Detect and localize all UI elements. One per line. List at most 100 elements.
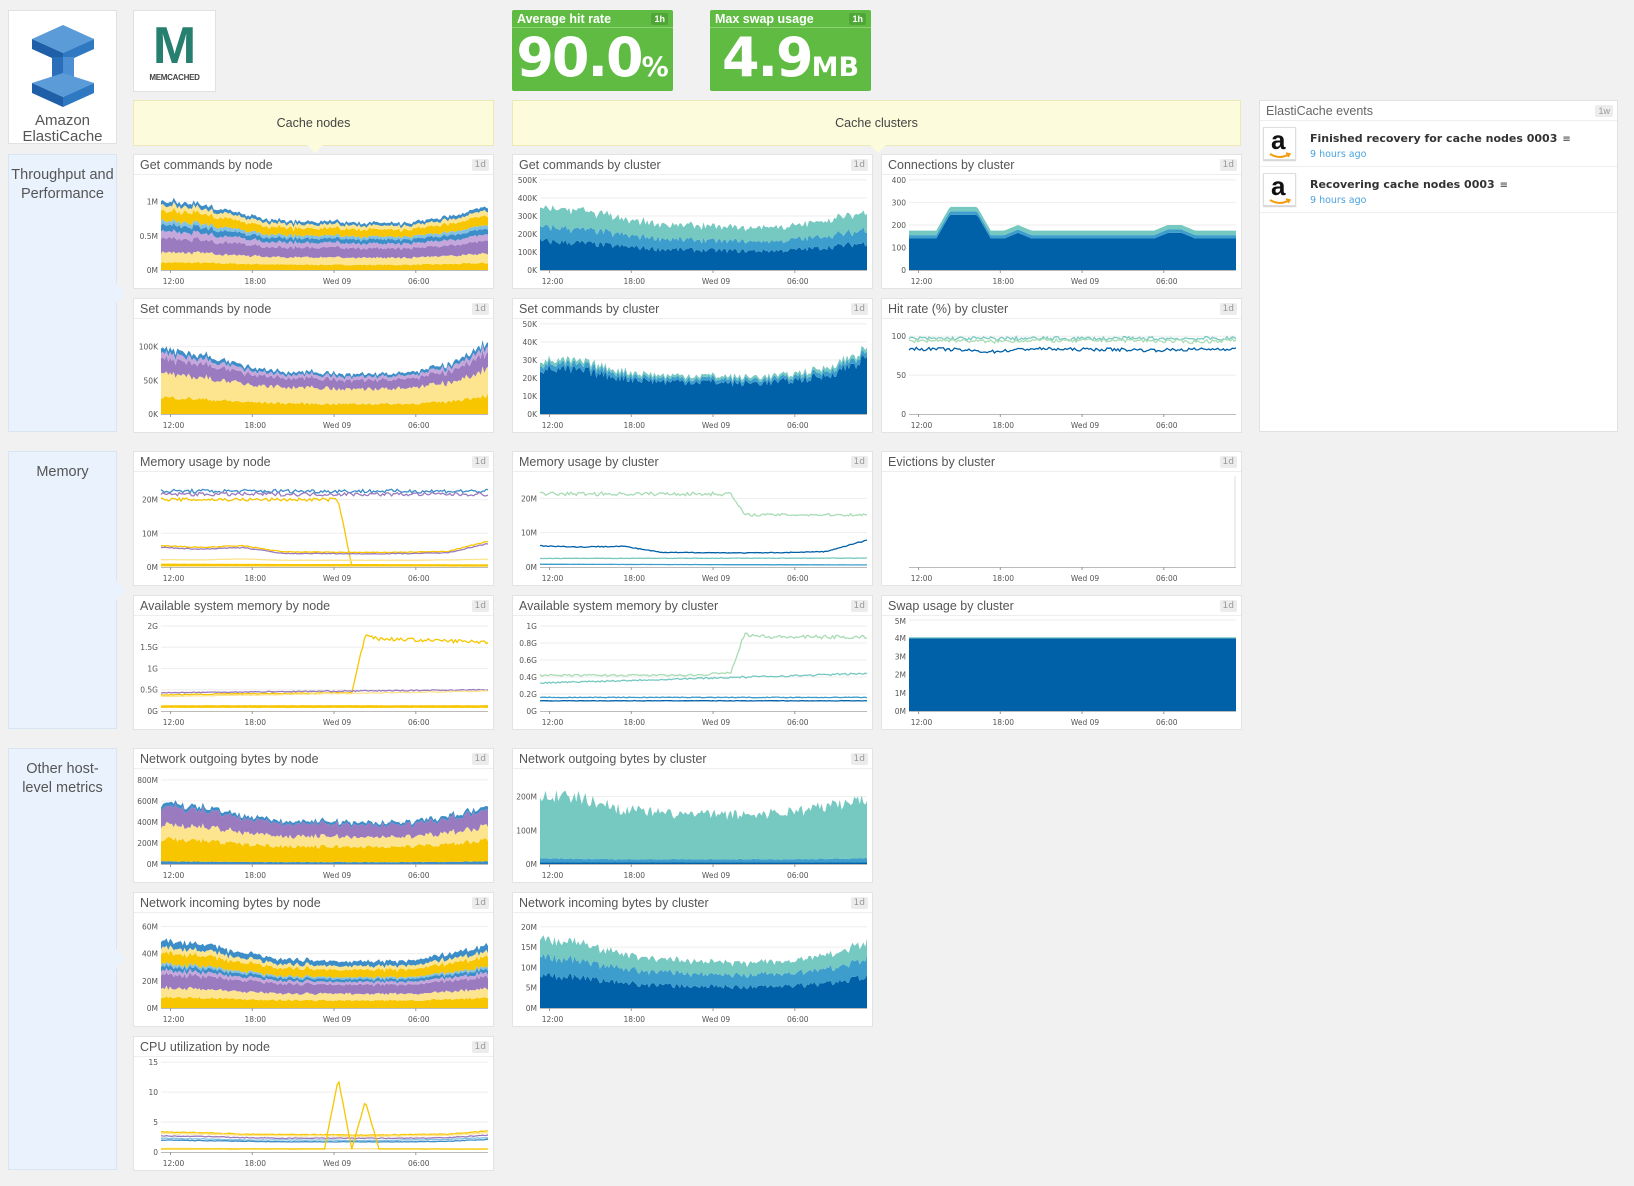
- x-tick-label: 18:00: [623, 574, 645, 583]
- timeframe-badge: 1h: [849, 12, 866, 25]
- timeframe-badge[interactable]: 1d: [850, 896, 868, 909]
- timeframe-badge[interactable]: 1d: [1219, 599, 1237, 612]
- timeframe-badge[interactable]: 1d: [1219, 158, 1237, 171]
- timeframe-badge[interactable]: 1d: [471, 1040, 489, 1053]
- chart-title: Hit rate (%) by cluster: [888, 301, 1009, 316]
- section-throughput-performance: Throughput and Performance: [8, 154, 126, 432]
- set-commands-by-cluster-widget[interactable]: Set commands by cluster 1d 0K 10K 20K 30K 40K 5…: [512, 298, 873, 433]
- y-tick-label: 15: [148, 1058, 158, 1067]
- network-outgoing-by-cluster-widget[interactable]: Network outgoing bytes by cluster 1d 0M 100…: [512, 748, 873, 883]
- area-series-2: [161, 821, 488, 849]
- elasticache-logo-text: Amazon ElastiCache: [22, 112, 103, 145]
- x-tick-label: 06:00: [1156, 277, 1178, 286]
- x-tick-label: Wed 09: [1071, 277, 1100, 286]
- x-tick-label: 18:00: [992, 421, 1014, 430]
- x-tick-label: 12:00: [163, 421, 185, 430]
- x-tick-label: Wed 09: [1071, 421, 1100, 430]
- memory-usage-by-node-widget[interactable]: Memory usage by node 1d 0M 10M 20M 12:00 18:00…: [133, 451, 494, 586]
- area-series-8: [161, 197, 488, 229]
- timeframe-badge[interactable]: 1d: [471, 302, 489, 315]
- line-series-1: [540, 539, 868, 554]
- y-tick-label: 20M: [521, 494, 537, 503]
- note-pointer: [307, 145, 323, 153]
- chart-title: Network outgoing bytes by node: [140, 751, 319, 766]
- section-label: Memory: [36, 464, 89, 480]
- more-icon[interactable]: ≡: [1562, 134, 1571, 145]
- y-tick-label: 0G: [147, 707, 158, 716]
- timeframe-badge[interactable]: 1d: [850, 599, 868, 612]
- line-series-2: [160, 497, 488, 567]
- chart-title: Get commands by cluster: [519, 157, 661, 172]
- event-time: 9 hours ago: [1310, 149, 1367, 160]
- get-commands-by-cluster-widget[interactable]: Get commands by cluster 1d 0K 100K 200K 300K 4…: [512, 154, 873, 289]
- more-icon[interactable]: ≡: [1499, 180, 1509, 191]
- chart-title: CPU utilization by node: [140, 1039, 270, 1054]
- chart-plot: 0G 0.2G 0.4G 0.6G 0.8G 1G 12:00 18:00 Wed 09 06:0…: [519, 622, 868, 727]
- x-tick-label: 18:00: [244, 718, 266, 727]
- section-pointer: [116, 283, 126, 303]
- event-title[interactable]: Recovering cache nodes 0003: [1310, 178, 1495, 191]
- swap-usage-by-cluster-widget[interactable]: Swap usage by cluster 1d 0M 1M 2M 3M 4M 5M 12:00…: [881, 595, 1242, 730]
- hit-rate-by-cluster-widget[interactable]: Hit rate (%) by cluster 1d 0 50 100 12:00 18:0…: [881, 298, 1242, 433]
- network-incoming-by-cluster-widget[interactable]: Network incoming bytes by cluster 1d 0M 5M 1…: [512, 892, 873, 1027]
- widget-header: Available system memory by cluster 1d: [513, 596, 872, 616]
- event-item[interactable]: a Finished recovery for cache nodes 0003…: [1260, 121, 1617, 167]
- connections-by-cluster-widget[interactable]: Connections by cluster 1d 0 100 200 300 400 12:…: [881, 154, 1242, 289]
- network-outgoing-by-node-widget[interactable]: Network outgoing bytes by node 1d 0M 200M 40…: [133, 748, 494, 883]
- widget-header: Get commands by node 1d: [134, 155, 493, 175]
- chart-plot: 0M 1M 2M 3M 4M 5M 12:00 18:00 Wed 09 06:00: [895, 617, 1236, 727]
- get-commands-by-node-widget[interactable]: Get commands by node 1d 0M 0.5M 1M 12:00 18:00…: [133, 154, 494, 289]
- average-hit-rate-widget[interactable]: Average hit rate 1h 90.0%: [512, 10, 673, 91]
- timeframe-badge[interactable]: 1d: [471, 896, 489, 909]
- line-series-0: [160, 634, 489, 696]
- set-commands-by-node-widget[interactable]: Set commands by node 1d 0K 50K 100K 12:00 18:0…: [133, 298, 494, 433]
- memory-usage-by-cluster-widget[interactable]: Memory usage by cluster 1d 0M 10M 20M 12:00 18…: [512, 451, 873, 586]
- note-pointer: [870, 145, 886, 153]
- timeframe-badge[interactable]: 1d: [850, 158, 868, 171]
- available-memory-by-cluster-widget[interactable]: Available system memory by cluster 1d 0G 0.…: [512, 595, 873, 730]
- timeframe-badge[interactable]: 1d: [850, 302, 868, 315]
- line-series-0: [160, 488, 489, 495]
- y-tick-label: 1M: [895, 689, 906, 698]
- available-memory-by-node-widget[interactable]: Available system memory by node 1d 0G 0.5G 1…: [133, 595, 494, 730]
- line-series-4: [160, 543, 489, 555]
- timeframe-badge[interactable]: 1d: [1219, 302, 1237, 315]
- value-unit: MB: [811, 52, 860, 83]
- chart-plot: 0 100 200 300 400 12:00 18:00 Wed 09 06:00: [892, 176, 1236, 286]
- y-tick-label: 5M: [895, 617, 906, 626]
- area-series-1: [161, 837, 488, 863]
- y-tick-label: 100M: [516, 826, 537, 835]
- x-tick-label: 18:00: [992, 718, 1014, 727]
- y-tick-label: 0: [901, 266, 906, 275]
- area-series-1: [909, 637, 1236, 639]
- cpu-utilization-by-node-widget[interactable]: CPU utilization by node 1d 0 5 10 15 12:00 18:0…: [133, 1036, 494, 1171]
- memcached-logo-letter: M: [152, 17, 197, 75]
- section-other-host-metrics: Other host-level metrics: [8, 748, 126, 1170]
- x-tick-label: Wed 09: [323, 1015, 352, 1024]
- y-tick-label: 0M: [895, 707, 906, 716]
- x-tick-label: Wed 09: [1071, 718, 1100, 727]
- max-swap-usage-widget[interactable]: Max swap usage 1h 4.9MB: [710, 10, 871, 91]
- timeframe-badge[interactable]: 1d: [471, 599, 489, 612]
- x-tick-label: 18:00: [623, 718, 645, 727]
- chart-title: Set commands by cluster: [519, 301, 660, 316]
- timeframe-badge[interactable]: 1d: [850, 752, 868, 765]
- timeframe-badge[interactable]: 1d: [850, 455, 868, 468]
- timeframe-badge[interactable]: 1d: [471, 752, 489, 765]
- y-tick-label: 0M: [147, 266, 158, 275]
- line-series-1: [160, 1132, 489, 1138]
- event-title[interactable]: Finished recovery for cache nodes 0003: [1310, 132, 1558, 145]
- y-tick-label: 400: [892, 176, 907, 185]
- cache-clusters-note: Cache clusters: [512, 100, 1241, 153]
- network-incoming-by-node-widget[interactable]: Network incoming bytes by node 1d 0M 20M 40M…: [133, 892, 494, 1027]
- timeframe-badge[interactable]: 1d: [471, 455, 489, 468]
- timeframe-badge[interactable]: 1d: [471, 158, 489, 171]
- area-series-0: [540, 354, 867, 414]
- x-tick-label: 12:00: [542, 871, 564, 880]
- x-tick-label: 12:00: [542, 421, 564, 430]
- widget-header: Network outgoing bytes by cluster 1d: [513, 749, 872, 769]
- event-item[interactable]: a Recovering cache nodes 0003 ≡ 9 hours a…: [1260, 167, 1617, 213]
- evictions-by-cluster-widget[interactable]: Evictions by cluster 1d 12:00 18:00 Wed 09 06…: [881, 451, 1242, 586]
- x-tick-label: 06:00: [408, 871, 430, 880]
- timeframe-badge[interactable]: 1d: [1219, 455, 1237, 468]
